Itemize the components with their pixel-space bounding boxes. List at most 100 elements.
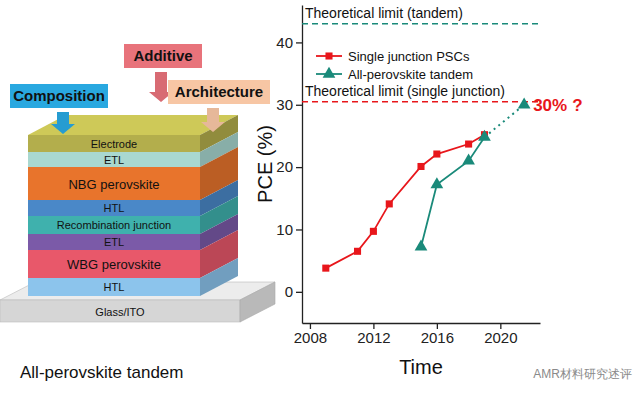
tick-mark xyxy=(296,167,302,168)
tick: 10 xyxy=(276,221,302,238)
layer-front xyxy=(28,278,200,296)
legend-label: Single junction PSCs xyxy=(348,49,470,64)
data-point xyxy=(433,150,440,157)
data-point xyxy=(322,265,329,272)
projection-value: 30% xyxy=(533,96,567,115)
layer: WBG perovskite xyxy=(28,230,238,278)
tick-label: 0 xyxy=(285,283,293,300)
data-point xyxy=(478,130,491,141)
layer-label: Recombination junction xyxy=(57,219,171,231)
diagram-caption: All-perovskite tandem xyxy=(20,363,183,382)
lever-arrow xyxy=(201,108,225,132)
axis-line xyxy=(302,6,303,324)
projection-point xyxy=(518,97,531,108)
projection-line xyxy=(484,105,524,137)
tick-label: 10 xyxy=(276,221,293,238)
x-axis: 2008 2012 2016 2020 xyxy=(294,323,541,346)
legend-marker xyxy=(325,52,332,59)
legend-entry: All-perovskite tandem xyxy=(316,67,473,82)
layer: ETL xyxy=(28,214,238,250)
tick: 0 xyxy=(285,283,302,300)
tick-label: 40 xyxy=(276,34,293,51)
tick-label: 2020 xyxy=(484,329,517,346)
layer-label: NBG perovskite xyxy=(68,177,159,192)
tick: 2016 xyxy=(421,323,454,346)
layer: Recombination junction xyxy=(28,196,238,234)
reference-line xyxy=(302,101,540,103)
layer-front xyxy=(28,135,200,152)
series-line xyxy=(421,137,484,247)
layer-side xyxy=(200,258,238,296)
layer-front xyxy=(28,216,200,234)
layer-label: Electrode xyxy=(91,138,137,150)
lever-box xyxy=(168,80,270,104)
tick-mark xyxy=(296,105,302,106)
tick: 2020 xyxy=(484,323,517,346)
legend: Single junction PSCs All-perovskite tande… xyxy=(316,49,473,82)
watermark: AMR材料研究述评 xyxy=(533,367,632,381)
layer-label: ETL xyxy=(104,154,124,166)
layer-front xyxy=(0,300,240,322)
device-diagram: Electrode ETL NBG perovskite HTL Recombinati… xyxy=(0,44,275,382)
layer-label: HTL xyxy=(104,202,125,214)
layer: NBG perovskite xyxy=(28,147,238,200)
tick-label: 2016 xyxy=(421,329,454,346)
layer-label: ETL xyxy=(104,236,124,248)
y-axis: 0 10 20 30 40 xyxy=(276,6,302,324)
layer-front xyxy=(28,234,200,250)
tick: 40 xyxy=(276,34,302,51)
lever: Architecture xyxy=(168,80,270,132)
x-axis-title: Time xyxy=(399,356,443,378)
chart: 2008 2012 2016 2020 0 10 20 30 40 Time PCE (%) Theo… xyxy=(254,5,583,378)
data-point xyxy=(465,141,472,148)
lever-label: Additive xyxy=(133,47,192,64)
data-point xyxy=(370,228,377,235)
tick-label: 20 xyxy=(276,158,293,175)
data-point xyxy=(462,154,475,165)
figure: Electrode ETL NBG perovskite HTL Recombinati… xyxy=(0,0,638,396)
layer-label: WBG perovskite xyxy=(67,257,161,272)
legend-label: All-perovskite tandem xyxy=(348,67,473,82)
projection-label: 30%? xyxy=(533,96,582,115)
legend-entry: Single junction PSCs xyxy=(316,49,470,64)
layer: HTL xyxy=(28,258,238,296)
layer-front xyxy=(28,200,200,216)
lever-arrow xyxy=(51,112,75,134)
tick-label: 2008 xyxy=(294,329,327,346)
data-point xyxy=(386,200,393,207)
layer-label: Glass/ITO xyxy=(95,306,145,318)
tick-mark xyxy=(296,229,302,230)
chart-texts: Theoretical limit (tandem) Theoretical li… xyxy=(305,5,583,115)
layer-front xyxy=(28,167,200,200)
legend-marker xyxy=(323,67,336,78)
tick: 2012 xyxy=(357,323,390,346)
data-point xyxy=(417,163,424,170)
tick: 2008 xyxy=(294,323,327,346)
layer-side xyxy=(240,282,275,322)
reference-label: Theoretical limit (single junction) xyxy=(305,83,505,99)
plot-area xyxy=(302,24,540,272)
y-axis-title: PCE (%) xyxy=(254,125,276,203)
layer-label: HTL xyxy=(104,281,125,293)
tick-mark xyxy=(296,42,302,43)
tick-label: 2012 xyxy=(357,329,390,346)
tick-label: 30 xyxy=(276,96,293,113)
projection-question: ? xyxy=(572,96,582,115)
reference-line xyxy=(302,23,540,25)
layer: HTL xyxy=(28,180,238,216)
data-point xyxy=(415,240,428,251)
lever-label: Composition xyxy=(13,87,105,104)
lever-label: Architecture xyxy=(175,83,263,100)
reference-label: Theoretical limit (tandem) xyxy=(305,5,463,21)
data-point xyxy=(354,248,361,255)
tick-mark xyxy=(296,292,302,293)
layer-front xyxy=(28,152,200,167)
tick: 20 xyxy=(276,158,302,175)
layer-front xyxy=(28,250,200,278)
tick: 30 xyxy=(276,96,302,113)
layer: ETL xyxy=(28,132,238,167)
lever: Composition xyxy=(10,84,108,134)
lever-box xyxy=(10,84,108,108)
lever-box xyxy=(124,44,202,68)
axis-line xyxy=(303,323,541,324)
